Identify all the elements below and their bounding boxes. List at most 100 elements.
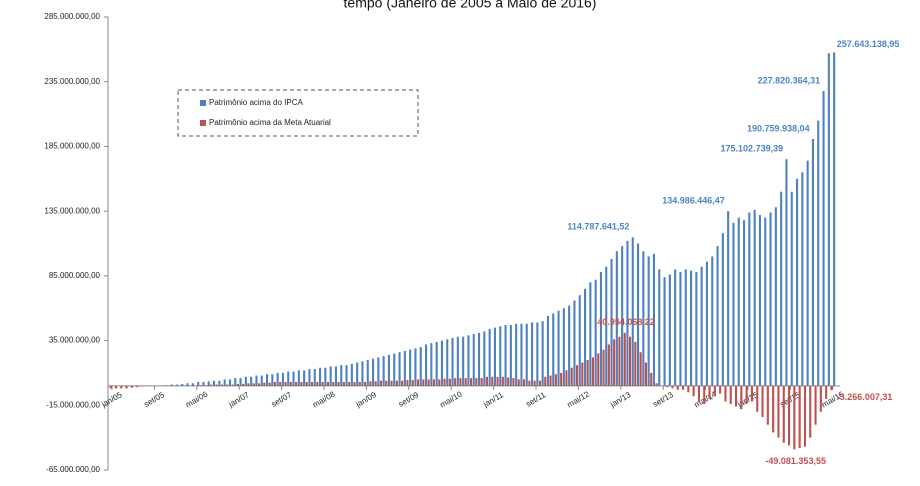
bar	[766, 385, 769, 425]
data-label: 257.643.138,95	[837, 39, 900, 49]
bar	[268, 382, 271, 386]
bar	[478, 332, 481, 386]
bar	[721, 233, 724, 386]
x-tick-label: set/09	[397, 390, 421, 409]
bar	[594, 279, 597, 386]
bar	[443, 378, 446, 386]
bar	[324, 367, 327, 386]
bar	[631, 237, 634, 386]
bar	[501, 376, 504, 386]
bar	[557, 310, 560, 386]
bar	[562, 308, 565, 386]
bar	[743, 220, 746, 386]
data-label: -49.081.353,55	[765, 456, 826, 466]
bar	[822, 91, 825, 386]
bar	[313, 369, 316, 386]
bar	[666, 385, 669, 388]
bar	[345, 365, 348, 386]
bar	[615, 251, 618, 386]
bar	[650, 372, 653, 386]
bar	[316, 381, 319, 386]
bar	[136, 385, 139, 388]
bar	[684, 269, 687, 386]
bar	[803, 385, 806, 447]
bar	[215, 384, 218, 386]
bar	[756, 385, 759, 412]
bar	[170, 384, 173, 386]
bar	[488, 328, 491, 386]
bar	[308, 369, 311, 386]
x-tick-label: mai/06	[184, 389, 210, 409]
bar	[719, 385, 722, 394]
bar	[279, 381, 282, 386]
bar	[517, 379, 520, 386]
bar	[422, 379, 425, 386]
data-label: 227.820.364,31	[758, 75, 821, 85]
bar	[496, 376, 499, 386]
bar	[806, 160, 809, 386]
bar	[356, 362, 359, 386]
bar	[276, 372, 279, 386]
bar	[515, 323, 518, 386]
bar	[727, 211, 730, 386]
legend-swatch	[200, 100, 206, 106]
bar	[252, 383, 255, 386]
bar	[825, 385, 828, 399]
bar	[326, 381, 329, 386]
bar	[213, 380, 216, 386]
data-label: -3.266.007,31	[837, 392, 893, 402]
bar	[523, 379, 526, 386]
legend-label: Patrimônio acima do IPCA	[209, 98, 303, 107]
bar	[623, 332, 626, 386]
bar	[467, 335, 470, 386]
y-tick-label: -65.000.000,00	[46, 465, 100, 474]
bar	[533, 380, 536, 386]
data-label: 190.759.938,04	[747, 123, 810, 133]
bar	[711, 256, 714, 386]
bar	[576, 365, 579, 386]
bar	[358, 381, 361, 386]
bar	[568, 305, 571, 386]
bar	[697, 385, 700, 402]
bar	[470, 378, 473, 386]
bar	[220, 384, 223, 386]
bar	[621, 246, 624, 386]
bar	[780, 191, 783, 386]
bar	[546, 315, 549, 386]
bar	[597, 353, 600, 386]
bar	[297, 370, 300, 386]
bar	[599, 271, 602, 386]
bar	[377, 357, 380, 386]
bar	[226, 384, 229, 386]
data-label: 175.102.739,39	[721, 144, 784, 154]
bar	[395, 380, 398, 386]
bar	[393, 353, 396, 386]
bar	[735, 385, 738, 407]
bar	[342, 381, 345, 386]
bar	[634, 341, 637, 386]
bar	[369, 381, 372, 386]
bar	[827, 53, 830, 386]
bar	[740, 385, 743, 410]
bar	[663, 277, 666, 386]
bar	[266, 374, 269, 386]
data-label: 114.787.641,52	[567, 222, 629, 232]
bar	[242, 383, 245, 386]
bar	[205, 385, 208, 386]
bar	[674, 269, 677, 386]
bar	[772, 385, 775, 433]
bar	[713, 385, 716, 397]
bar	[581, 362, 584, 386]
bar	[350, 363, 353, 386]
bar	[419, 347, 422, 386]
bar	[668, 274, 671, 386]
bar	[695, 271, 698, 386]
bar	[485, 376, 488, 386]
x-tick-label: set/11	[524, 390, 547, 409]
bar	[833, 52, 836, 386]
bar	[607, 344, 610, 386]
bar	[493, 327, 496, 386]
bar	[703, 385, 706, 404]
bar	[300, 381, 303, 386]
